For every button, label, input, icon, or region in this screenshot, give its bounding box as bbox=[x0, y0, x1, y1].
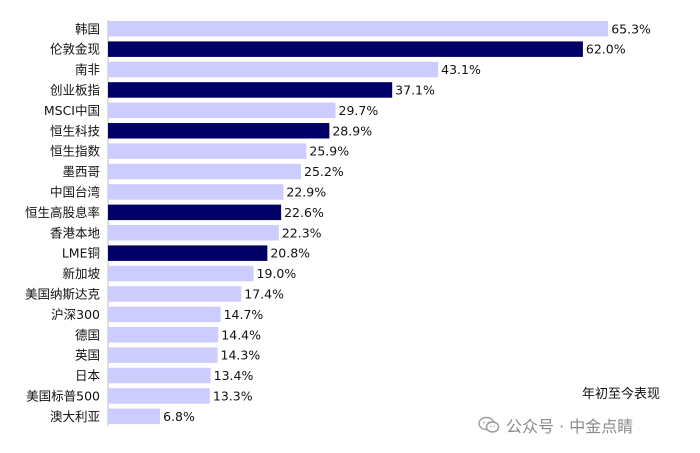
value-label: 29.7% bbox=[339, 103, 379, 118]
category-label: 伦敦金现 bbox=[50, 42, 100, 57]
category-label: 英国 bbox=[75, 348, 100, 363]
category-label: 美国标普500 bbox=[26, 388, 100, 403]
value-label: 14.7% bbox=[224, 307, 264, 322]
bar bbox=[108, 286, 242, 302]
category-label: 新加坡 bbox=[62, 266, 100, 281]
bar bbox=[108, 123, 330, 139]
value-label: 25.9% bbox=[309, 144, 349, 159]
category-label: 南非 bbox=[75, 62, 100, 77]
value-label: 14.3% bbox=[221, 348, 261, 363]
value-label: 17.4% bbox=[244, 286, 284, 301]
category-label: 沪深300 bbox=[51, 307, 100, 322]
value-label: 13.3% bbox=[213, 388, 253, 403]
category-label: MSCI中国 bbox=[44, 103, 100, 118]
bar bbox=[108, 245, 268, 261]
category-label: 韩国 bbox=[75, 21, 100, 36]
bar bbox=[108, 327, 219, 343]
category-label: 日本 bbox=[75, 368, 101, 383]
value-label: 14.4% bbox=[221, 327, 261, 342]
bar bbox=[108, 225, 279, 241]
value-label: 25.2% bbox=[304, 164, 344, 179]
bar bbox=[108, 408, 161, 425]
category-label: 恒生高股息率 bbox=[25, 205, 100, 220]
value-label: 22.6% bbox=[284, 205, 324, 220]
bar bbox=[108, 61, 439, 78]
value-label: 28.9% bbox=[332, 123, 372, 138]
category-label: 澳大利亚 bbox=[50, 409, 100, 424]
category-label: 香港本地 bbox=[50, 225, 101, 240]
value-label: 19.0% bbox=[257, 266, 297, 281]
bar bbox=[108, 82, 393, 98]
value-label: 22.9% bbox=[286, 184, 326, 199]
value-label: 62.0% bbox=[586, 42, 626, 57]
bar bbox=[108, 41, 583, 57]
value-label: 22.3% bbox=[282, 225, 322, 240]
category-label: 墨西哥 bbox=[62, 164, 100, 179]
bar bbox=[108, 265, 254, 282]
bar bbox=[108, 306, 221, 323]
value-label: 13.4% bbox=[214, 368, 254, 383]
value-label: 6.8% bbox=[163, 409, 195, 424]
value-label: 20.8% bbox=[270, 246, 310, 261]
category-label: 恒生科技 bbox=[50, 123, 101, 138]
value-label: 37.1% bbox=[395, 82, 435, 97]
chart-annotation: 年初至今表现 bbox=[581, 387, 660, 402]
category-label: 中国台湾 bbox=[50, 184, 100, 199]
bar bbox=[108, 204, 282, 221]
bar bbox=[108, 388, 210, 404]
category-label: 创业板指 bbox=[50, 82, 100, 97]
category-label: 恒生指数 bbox=[50, 144, 101, 159]
wechat-icon bbox=[478, 416, 500, 433]
bars-group: 韩国 65.3% 伦敦金现 62.0% 南非 43.1% 创业板指 37.1% MSCI中国 29… bbox=[25, 21, 651, 425]
value-label: 43.1% bbox=[441, 62, 481, 77]
bar bbox=[108, 347, 218, 363]
watermark: 公众号 · 中金点睛 bbox=[478, 413, 633, 437]
bar bbox=[108, 163, 302, 180]
bar bbox=[108, 184, 284, 200]
category-label: LME铜 bbox=[62, 246, 100, 261]
bar bbox=[108, 367, 211, 384]
bar bbox=[108, 143, 307, 159]
category-label: 德国 bbox=[75, 327, 100, 342]
bar bbox=[108, 102, 336, 119]
category-label: 美国纳斯达克 bbox=[25, 286, 100, 301]
bar bbox=[108, 21, 609, 37]
watermark-text: 公众号 · 中金点睛 bbox=[506, 417, 634, 436]
value-label: 65.3% bbox=[611, 21, 651, 36]
